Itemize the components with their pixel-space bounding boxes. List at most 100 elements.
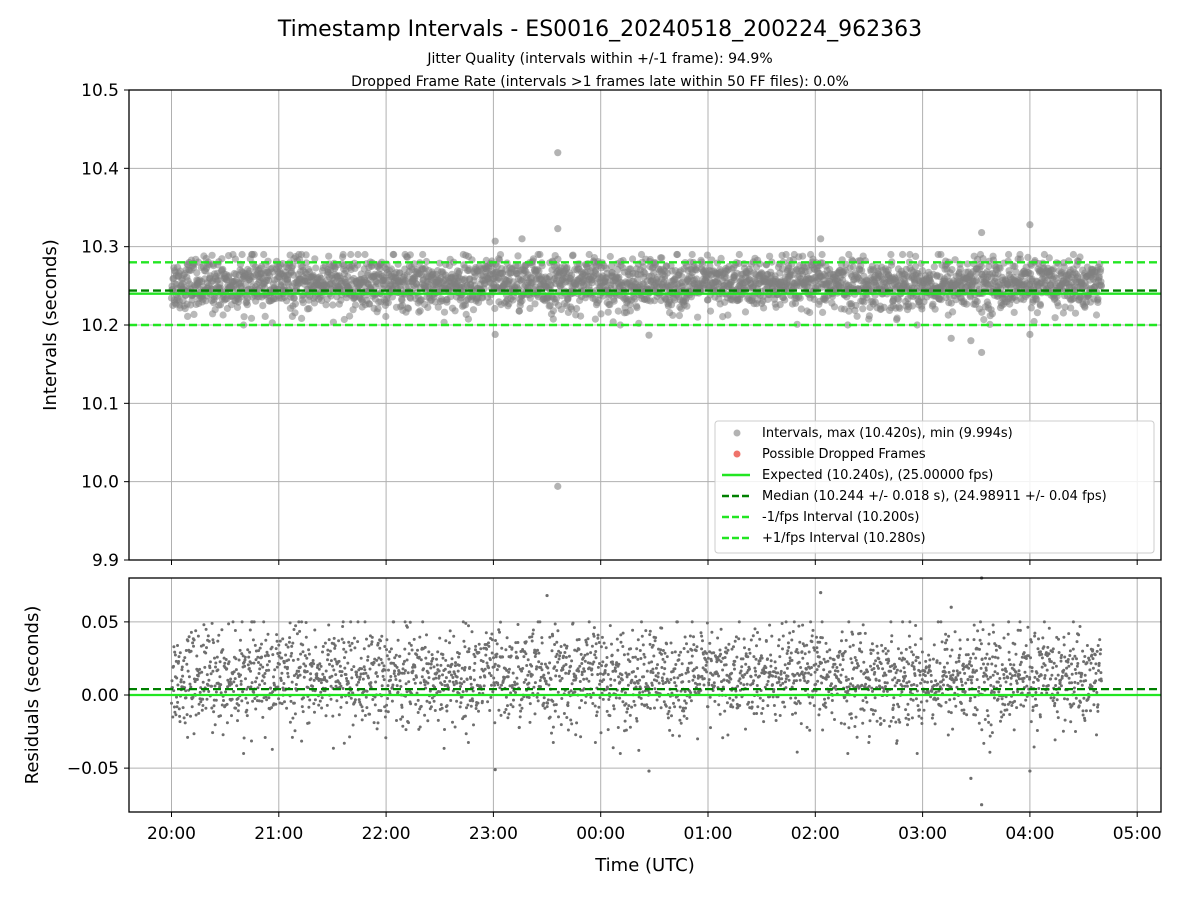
residual-point bbox=[666, 712, 670, 716]
residual-point bbox=[183, 656, 187, 660]
residual-point bbox=[733, 667, 736, 671]
residual-point bbox=[746, 655, 750, 659]
residual-point bbox=[698, 682, 702, 686]
residual-point bbox=[533, 655, 537, 658]
residual-point bbox=[376, 641, 380, 645]
residual-point bbox=[548, 715, 552, 719]
residual-point bbox=[351, 723, 355, 727]
residual-point bbox=[536, 648, 539, 652]
residual-point bbox=[721, 668, 725, 672]
residual-point bbox=[198, 690, 202, 694]
residual-point bbox=[494, 639, 497, 642]
residual-point bbox=[751, 681, 755, 685]
interval-point bbox=[906, 250, 914, 259]
interval-point bbox=[937, 250, 945, 259]
residual-point bbox=[403, 659, 406, 663]
residual-point bbox=[444, 639, 448, 643]
residual-point bbox=[590, 644, 594, 648]
residual-point bbox=[363, 714, 367, 717]
residual-point bbox=[527, 670, 531, 674]
residual-point bbox=[518, 703, 522, 707]
residual-point bbox=[380, 634, 384, 638]
residual-point bbox=[559, 723, 563, 727]
residual-point bbox=[260, 679, 264, 683]
residual-point bbox=[489, 674, 493, 678]
residual-point bbox=[261, 665, 265, 669]
residual-point bbox=[709, 726, 712, 730]
interval-point bbox=[652, 259, 660, 267]
interval-point bbox=[588, 279, 596, 287]
residual-point bbox=[383, 668, 387, 672]
residual-point bbox=[441, 656, 445, 660]
residual-point bbox=[257, 661, 260, 664]
residual-point bbox=[488, 709, 492, 712]
interval-outlier-point bbox=[491, 237, 499, 245]
residual-point bbox=[673, 705, 677, 709]
residual-point bbox=[618, 680, 622, 684]
residual-point bbox=[681, 680, 685, 684]
residual-point bbox=[467, 624, 470, 628]
residual-point bbox=[291, 641, 295, 645]
residual-point bbox=[370, 642, 373, 646]
residual-point bbox=[689, 661, 693, 665]
residual-point bbox=[596, 665, 600, 669]
residual-point bbox=[191, 641, 195, 645]
residual-point bbox=[493, 721, 497, 725]
residual-point bbox=[616, 648, 620, 652]
residual-point bbox=[205, 673, 209, 677]
interval-point bbox=[806, 308, 814, 317]
residual-point bbox=[438, 636, 442, 640]
residual-point bbox=[485, 647, 489, 651]
residual-point bbox=[669, 641, 673, 645]
residual-point bbox=[692, 635, 695, 639]
residual-point bbox=[665, 655, 669, 659]
residual-point bbox=[176, 644, 179, 647]
residual-point bbox=[200, 670, 204, 674]
residual-point bbox=[704, 663, 708, 667]
residual-point bbox=[445, 709, 449, 713]
residual-point bbox=[401, 662, 405, 666]
residual-point bbox=[509, 703, 513, 707]
residual-point bbox=[705, 670, 709, 674]
residual-point bbox=[684, 706, 687, 710]
residual-point bbox=[495, 668, 499, 672]
residual-point bbox=[210, 706, 214, 710]
residual-point bbox=[700, 647, 704, 651]
residual-point bbox=[374, 680, 378, 684]
residual-point bbox=[537, 651, 541, 655]
residual-point bbox=[755, 644, 758, 648]
residual-point bbox=[745, 682, 749, 686]
interval-point bbox=[526, 304, 534, 312]
residual-point bbox=[399, 685, 403, 688]
interval-point bbox=[568, 271, 576, 279]
interval-point bbox=[637, 250, 646, 259]
residual-point bbox=[506, 675, 510, 679]
residual-point bbox=[192, 638, 196, 642]
interval-point bbox=[799, 252, 807, 260]
residual-point bbox=[412, 677, 416, 681]
residual-point bbox=[612, 707, 616, 711]
residual-point bbox=[593, 704, 597, 708]
interval-point bbox=[1092, 311, 1101, 319]
residual-point bbox=[277, 654, 281, 658]
residual-point bbox=[213, 684, 217, 688]
residual-point bbox=[331, 664, 334, 668]
residual-point bbox=[708, 695, 712, 699]
residual-point bbox=[565, 716, 569, 719]
residual-point bbox=[409, 702, 413, 706]
residual-point bbox=[484, 631, 488, 635]
residual-point bbox=[227, 622, 231, 626]
residual-point bbox=[688, 634, 692, 638]
interval-point bbox=[887, 250, 895, 259]
interval-point bbox=[978, 308, 986, 316]
residual-point bbox=[295, 632, 299, 636]
interval-point bbox=[616, 321, 624, 329]
residual-point bbox=[626, 707, 630, 711]
residual-point bbox=[659, 648, 663, 652]
residual-point bbox=[443, 667, 447, 671]
residual-point bbox=[464, 732, 468, 736]
residual-point bbox=[495, 642, 499, 646]
residual-point bbox=[407, 721, 410, 725]
residual-point bbox=[695, 666, 699, 670]
